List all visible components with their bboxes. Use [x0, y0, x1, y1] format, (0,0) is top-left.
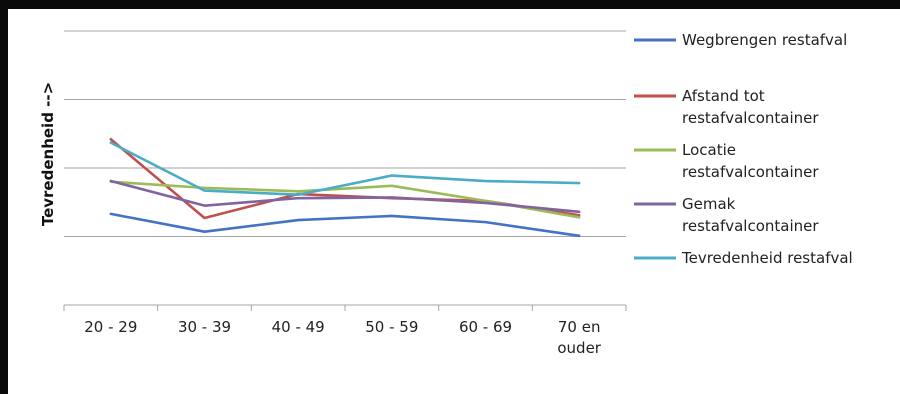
series-line [109, 141, 581, 197]
axes [63, 304, 627, 311]
legend: Wegbrengen restafval Afstand tot restafval… [634, 31, 853, 267]
x-tick-label: 30 - 39 [178, 318, 231, 336]
legend-label: Afstand tot restafvalcontainer [682, 87, 819, 127]
series-lines [109, 137, 581, 238]
line-chart: 20 - 29 30 - 39 40 - 49 50 - 59 60 - 69 70 en… [39, 30, 853, 357]
series-line [109, 179, 581, 214]
x-tick-label: 40 - 49 [272, 318, 325, 336]
legend-label: Tevredenheid restafval [681, 249, 853, 267]
x-tick-label: 70 en ouder [557, 318, 601, 357]
x-tick-label: 60 - 69 [459, 318, 512, 336]
series-line [109, 212, 581, 238]
x-tick-label: 20 - 29 [84, 318, 137, 336]
legend-label: Gemak restafvalcontainer [682, 195, 819, 235]
legend-label: Wegbrengen restafval [682, 31, 847, 49]
gridlines [64, 30, 626, 237]
x-tick-label: 50 - 59 [365, 318, 418, 336]
x-tick-labels: 20 - 29 30 - 39 40 - 49 50 - 59 60 - 69 70 en… [84, 318, 602, 357]
y-axis-label: Tevredenheid --> [39, 82, 57, 226]
legend-label: Locatie restafvalcontainer [682, 141, 819, 181]
